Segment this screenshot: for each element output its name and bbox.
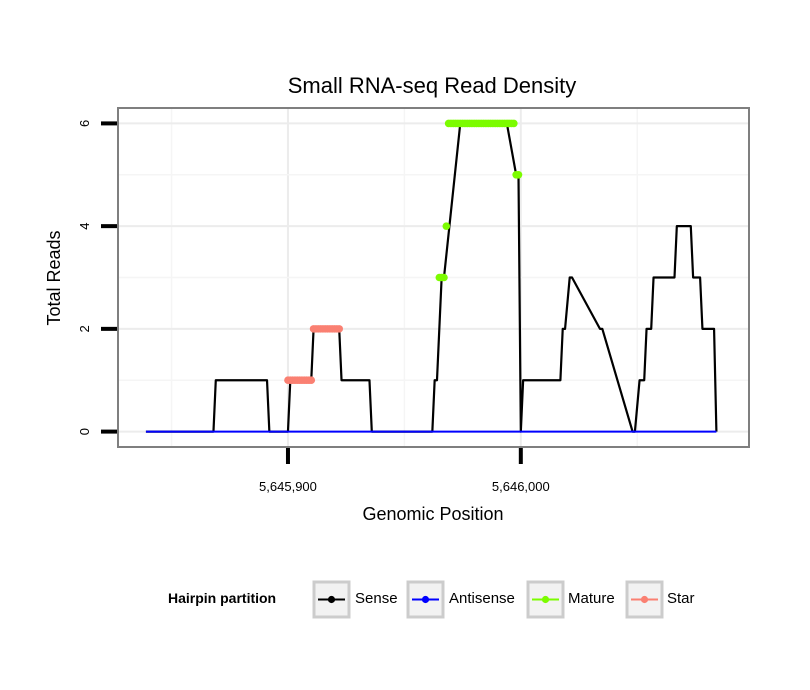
- series-mature-point: [510, 119, 518, 128]
- y-axis-label: Total Reads: [44, 230, 64, 325]
- legend-key-point: [640, 595, 649, 604]
- y-tick-label: 6: [77, 120, 92, 127]
- series-star-point: [335, 325, 343, 333]
- series-group: [145, 119, 718, 433]
- legend-entry-antisense: Antisense: [406, 580, 515, 619]
- chart-title: Small RNA-seq Read Density: [288, 73, 577, 98]
- legend: Hairpin partition Sense Antisense Mature St…: [168, 580, 695, 619]
- axes: 5,645,900 5,646,000 0 2 4 6: [77, 120, 550, 494]
- series-mature-point: [440, 273, 448, 282]
- legend-title: Hairpin partition: [168, 590, 276, 606]
- series-mature-points: [435, 119, 523, 282]
- y-tick-label: 4: [77, 223, 92, 230]
- x-axis-label: Genomic Position: [362, 504, 503, 524]
- legend-key-point: [421, 595, 430, 604]
- legend-label: Antisense: [449, 590, 515, 607]
- series-sense-line: [145, 122, 718, 433]
- plot-panel-border: [117, 107, 750, 448]
- legend-key-point: [327, 595, 336, 604]
- legend-entry-mature: Mature: [526, 580, 615, 619]
- legend-label: Star: [667, 590, 695, 607]
- legend-key-point: [541, 595, 550, 604]
- series-star-points: [284, 325, 343, 385]
- x-tick-label: 5,645,900: [259, 479, 317, 494]
- legend-label: Mature: [568, 590, 615, 607]
- x-tick-label: 5,646,000: [492, 479, 550, 494]
- series-mature-point: [442, 222, 451, 230]
- series-star-point: [307, 376, 316, 385]
- legend-label: Sense: [355, 590, 398, 607]
- legend-entry-star: Star: [625, 580, 695, 619]
- legend-entry-sense: Sense: [312, 580, 398, 619]
- series-mature-point: [514, 170, 523, 179]
- y-tick-label: 2: [77, 325, 92, 332]
- y-tick-label: 0: [77, 428, 92, 435]
